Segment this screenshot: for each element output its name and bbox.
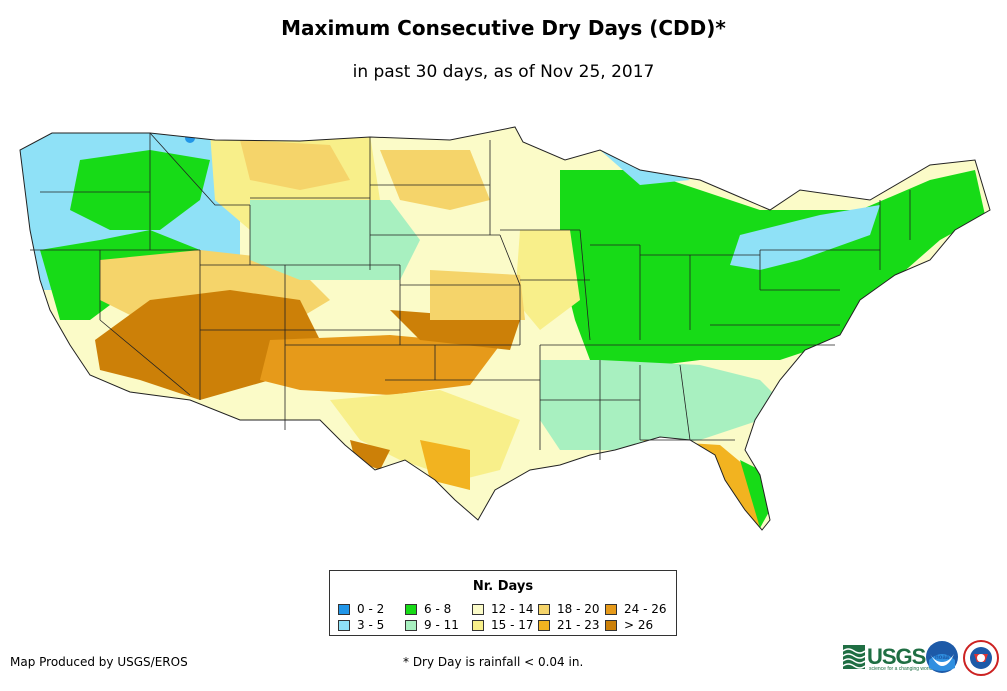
region-big-bend-over-26 xyxy=(350,440,390,470)
legend-swatch xyxy=(338,603,350,615)
legend-label: 15 - 17 xyxy=(491,618,534,632)
noaa-logo-text: noaa xyxy=(935,655,950,661)
legend-label: 6 - 8 xyxy=(424,602,452,616)
nws-logo-icon xyxy=(963,640,999,676)
legend-item-over-26: > 26 xyxy=(605,618,653,632)
region-dakotas-18-20 xyxy=(380,150,490,210)
legend-swatch xyxy=(405,603,417,615)
region-texas-15-17 xyxy=(330,390,520,480)
legend-item-9-11: 9 - 11 xyxy=(405,618,459,632)
legend-title: Nr. Days xyxy=(472,579,534,594)
map-title: Maximum Consecutive Dry Days (CDD)* xyxy=(281,16,726,40)
legend-swatch xyxy=(605,603,617,615)
legend-item-18-20: 18 - 20 xyxy=(538,602,600,616)
map-credit: Map Produced by USGS/EROS xyxy=(10,655,188,669)
legend-label: > 26 xyxy=(624,618,654,632)
region-south-texas-21-23 xyxy=(420,440,470,490)
legend-item-24-26: 24 - 26 xyxy=(605,602,667,616)
legend-label: 21 - 23 xyxy=(557,618,600,632)
usgs-logo: USGS science for a changing world xyxy=(843,644,932,672)
legend-swatch xyxy=(538,603,550,615)
usgs-wave-icon xyxy=(843,645,865,669)
legend-item-12-14: 12 - 14 xyxy=(472,602,534,616)
legend-swatch xyxy=(405,619,417,631)
legend-label: 18 - 20 xyxy=(557,602,600,616)
legend-label: 24 - 26 xyxy=(624,602,667,616)
legend-swatch xyxy=(338,619,350,631)
legend-item-6-8: 6 - 8 xyxy=(405,602,451,616)
dry-day-footnote: * Dry Day is rainfall < 0.04 in. xyxy=(403,655,584,669)
legend-item-21-23: 21 - 23 xyxy=(538,618,600,632)
region-wyoming-9-11 xyxy=(250,200,420,280)
usgs-wordmark: USGS xyxy=(867,644,926,669)
usgs-tagline: science for a changing world xyxy=(869,666,933,672)
map-subtitle: in past 30 days, as of Nov 25, 2017 xyxy=(352,62,655,82)
region-nebraska-kansas-18-20 xyxy=(430,270,525,320)
legend-swatch xyxy=(538,619,550,631)
region-idaho-6-8 xyxy=(70,150,210,230)
legend-item-0-2: 0 - 2 xyxy=(338,602,384,616)
noaa-logo-icon: noaa xyxy=(926,641,958,673)
legend-label: 3 - 5 xyxy=(357,618,385,632)
region-south-florida-6-8 xyxy=(740,460,770,528)
legend-swatch xyxy=(472,603,484,615)
us-outline xyxy=(19,126,991,531)
region-montana-18-20 xyxy=(240,140,350,190)
region-great-lakes-3-5 xyxy=(730,205,880,270)
legend: Nr. Days 0 - 2 3 - 5 6 - 8 9 - 11 12 - 1… xyxy=(329,570,677,636)
region-florida-21-23 xyxy=(640,440,760,530)
legend-swatch xyxy=(472,619,484,631)
legend-label: 0 - 2 xyxy=(357,602,385,616)
legend-swatch xyxy=(605,619,617,631)
legend-label: 9 - 11 xyxy=(424,618,459,632)
legend-item-15-17: 15 - 17 xyxy=(472,618,534,632)
region-east-6-8 xyxy=(560,170,985,370)
legend-label: 12 - 14 xyxy=(491,602,534,616)
legend-item-3-5: 3 - 5 xyxy=(338,618,384,632)
state-boundaries xyxy=(30,132,911,460)
